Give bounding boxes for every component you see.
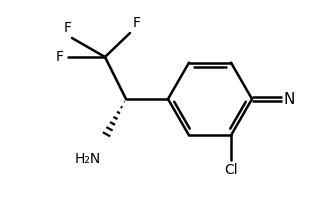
Text: Cl: Cl xyxy=(224,163,238,177)
Text: N: N xyxy=(284,91,295,107)
Text: H₂N: H₂N xyxy=(75,152,101,166)
Text: F: F xyxy=(64,21,72,35)
Text: F: F xyxy=(133,16,141,30)
Text: F: F xyxy=(56,50,64,64)
